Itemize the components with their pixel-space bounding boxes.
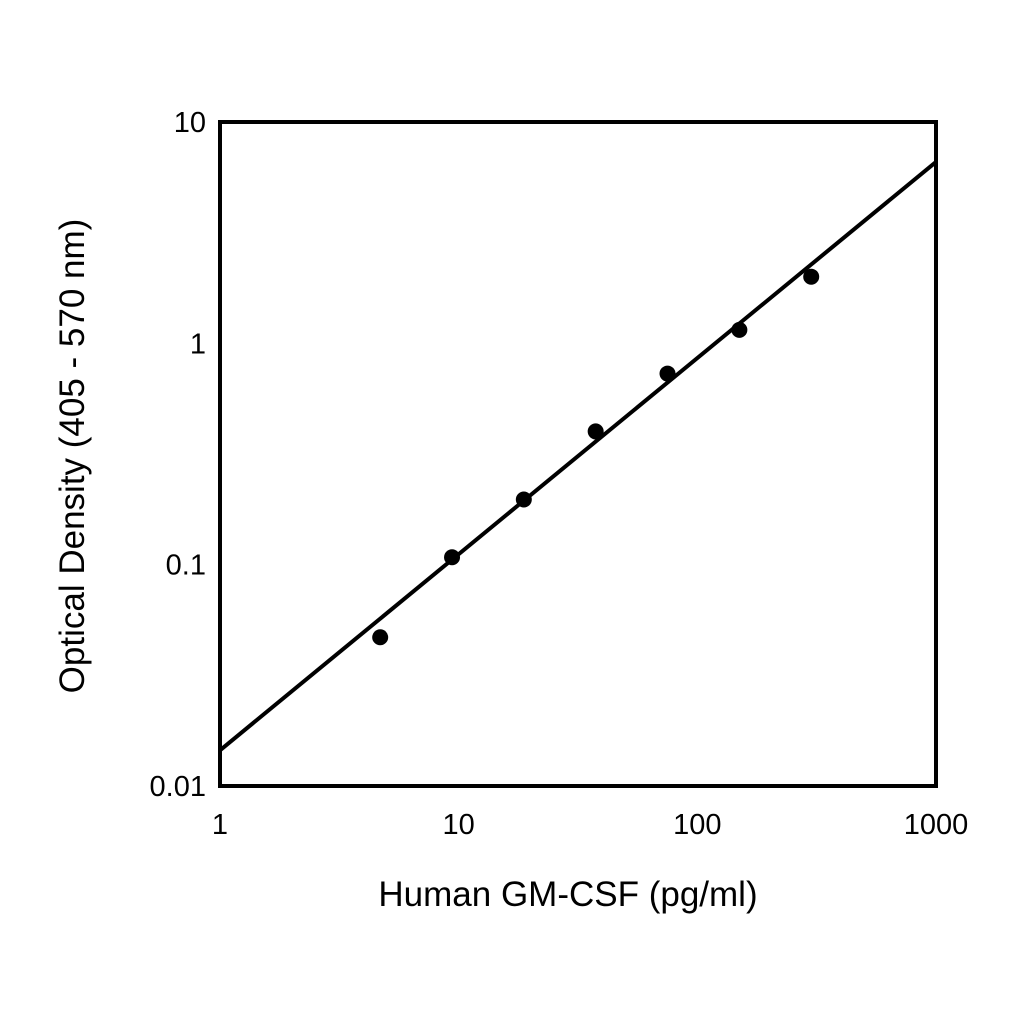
data-point [659,365,676,382]
data-point [515,491,532,508]
data-point [444,549,461,566]
data-point [803,268,820,285]
x-axis-tick-labels: 1 10 100 1000 [212,809,968,841]
x-axis-label: Human GM-CSF (pg/ml) [378,875,757,914]
x-tick-label: 1 [212,809,228,841]
chart-marks [218,160,938,752]
y-tick-label: 1 [190,328,206,360]
y-tick-label: 10 [174,107,206,139]
x-tick-label: 1000 [904,809,969,841]
plot-frame [218,120,938,788]
data-point [587,423,604,440]
y-tick-label: 0.01 [150,771,206,803]
x-tick-label: 100 [673,809,721,841]
fit-line [218,160,938,752]
data-point [372,629,389,646]
y-axis-tick-labels: 0.01 0.1 1 10 [150,107,206,803]
y-axis-label: Optical Density (405 - 570 nm) [53,219,92,694]
x-tick-label: 10 [443,809,475,841]
y-tick-label: 0.1 [166,550,206,582]
data-point [731,321,748,338]
